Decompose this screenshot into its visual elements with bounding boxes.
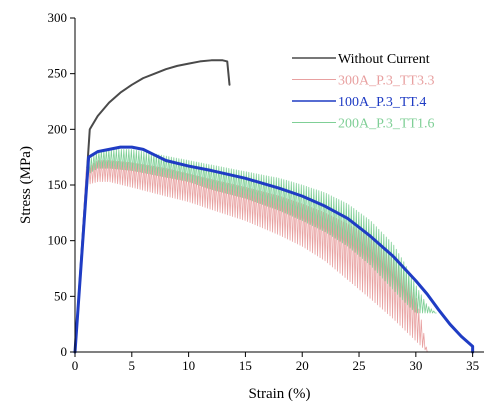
legend-label: 200A_P.3_TT1.6 <box>338 117 434 132</box>
x-axis-title: Strain (%) <box>248 386 310 402</box>
legend-label: 100A_P.3_TT.4 <box>338 95 426 110</box>
y-axis-title: Stress (MPa) <box>18 146 34 224</box>
x-tick-label: 5 <box>129 358 136 373</box>
x-tick-label: 30 <box>409 358 422 373</box>
legend: Without Current 300A_P.3_TT3.3 100A_P.3_TT… <box>292 52 434 132</box>
y-tick-label: 250 <box>48 66 68 81</box>
y-tick-label: 50 <box>54 288 67 303</box>
legend-label: 300A_P.3_TT3.3 <box>338 74 434 89</box>
y-tick-label: 150 <box>48 177 68 192</box>
x-tick-label: 15 <box>239 358 252 373</box>
y-tick-label: 200 <box>48 121 68 136</box>
y-tick-label: 0 <box>61 344 68 359</box>
series-layer <box>73 59 475 354</box>
x-tick-label: 35 <box>466 358 479 373</box>
series-line-2 <box>74 148 437 353</box>
x-tick-label: 20 <box>296 358 309 373</box>
series-line-3 <box>73 145 475 354</box>
axes-layer <box>74 18 484 353</box>
ticks-layer: 0 5 10 15 20 25 30 35 0 50 100 150 200 250 300 <box>48 10 480 373</box>
series-line-0 <box>74 59 231 353</box>
y-tick-label: 300 <box>48 10 68 25</box>
y-tick-label: 100 <box>48 233 68 248</box>
legend-label: Without Current <box>338 52 430 67</box>
x-tick-label: 25 <box>353 358 366 373</box>
series-line-1 <box>74 160 428 353</box>
x-tick-label: 10 <box>182 358 195 373</box>
x-tick-label: 0 <box>72 358 79 373</box>
